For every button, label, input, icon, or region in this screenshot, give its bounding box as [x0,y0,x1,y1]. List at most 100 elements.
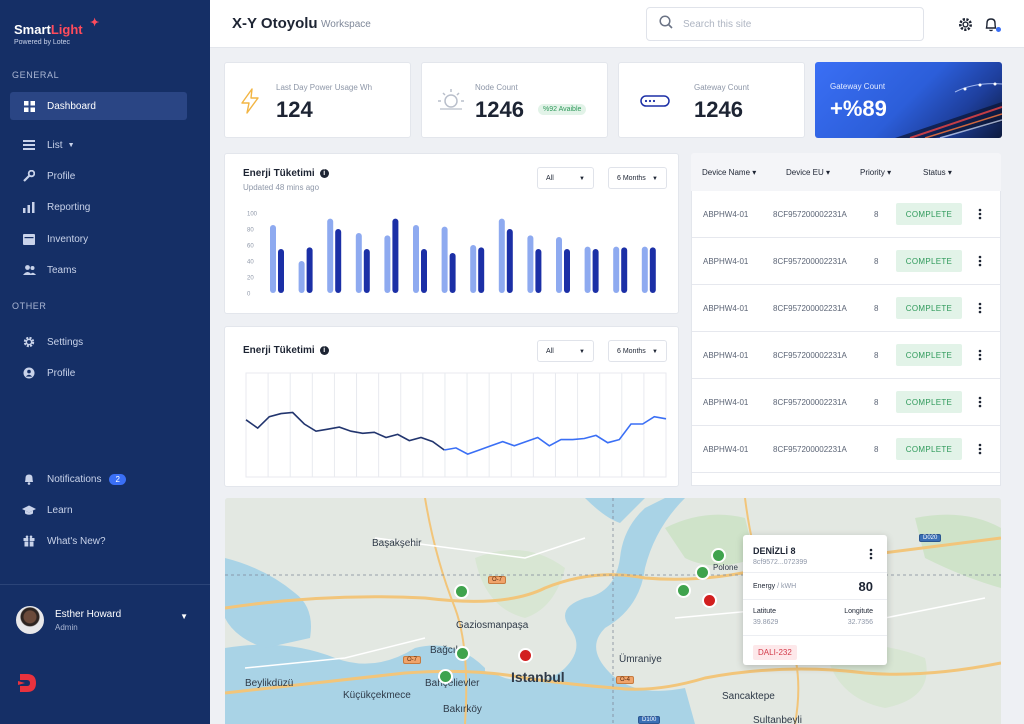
cell-device-name: ABPHW4-01 [703,351,749,360]
cell-priority: 8 [874,398,879,407]
map-place-label: Bağcılar [430,645,467,656]
graduation-cap-icon [22,503,36,517]
cell-device-name: ABPHW4-01 [703,398,749,407]
stat-label: Gateway Count [694,83,750,92]
section-other: OTHER [12,301,47,311]
search-input[interactable] [683,18,893,30]
table-row[interactable]: ABPHW4-01 8CF957200002231A 8 COMPLETE [692,285,1000,332]
device-map[interactable]: Başakşehir Gaziosmanpaşa Bağcılar Bahçel… [225,498,1001,724]
spark-icon: ✦ [90,17,100,29]
map-marker-active[interactable] [455,646,470,661]
col-status[interactable]: Status ▾ [923,168,952,177]
user-profile-menu[interactable]: Esther Howard Admin ▼ [16,606,196,634]
notification-dot [996,27,1001,32]
map-marker-active[interactable] [438,669,453,684]
bar-series-a [298,261,305,293]
map-marker-active[interactable] [454,584,469,599]
sidebar-item-label: Profile [47,170,76,182]
filter-period-select[interactable]: 6 Months ▼ [608,340,667,362]
chevron-down-icon: ▼ [67,141,75,149]
cell-device-eu: 8CF957200002231A [773,398,847,407]
stat-card-power: Last Day Power Usage Wh 124 [224,62,411,138]
row-menu-icon[interactable] [978,442,988,456]
bar-series-a [527,235,534,293]
bar-series-b [449,253,456,293]
bar-series-b [649,247,656,293]
table-row[interactable]: ABPHW4-01 8CF957200002231A 8 COMPLETE [692,238,1000,285]
map-marker-active[interactable] [676,583,691,598]
sidebar-item-settings[interactable]: Settings [10,328,187,356]
sidebar-item-notifications[interactable]: Notifications 2 [10,465,187,493]
sidebar-item-inventory[interactable]: Inventory [10,225,187,253]
cell-device-eu: 8CF957200002231A [773,257,847,266]
cell-device-name: ABPHW4-01 [703,257,749,266]
popup-lat-label: Latitute [753,608,776,615]
row-menu-icon[interactable] [978,348,988,362]
stat-value: 1246 [694,97,743,122]
line-series-segment [245,411,445,451]
energy-bar-chart-card: Enerji Tüketimi i Updated 48 mins ago All… [224,153,679,314]
row-menu-icon[interactable] [978,254,988,268]
chart-title: Enerji Tüketimi [243,345,315,356]
table-row[interactable]: ABPHW4-01 8CF957200002231A 8 COMPLETE [692,379,1000,426]
bell-icon [22,472,36,486]
table-row[interactable]: ABPHW4-01 8CF957200002231A 8 COMPLETE [692,332,1000,379]
notification-bell-icon[interactable] [982,15,1001,33]
chevron-down-icon: ▼ [652,349,658,355]
sidebar-item-label: Dashboard [47,100,96,112]
map-marker-fault[interactable] [518,648,533,663]
plot-frame [245,372,667,478]
status-badge: COMPLETE [896,203,962,225]
sidebar-item-dashboard[interactable]: Dashboard [10,92,187,120]
line-series-segment [444,415,667,455]
stat-value: 124 [276,97,313,122]
y-tick-label: 40 [247,260,254,266]
row-menu-icon[interactable] [978,395,988,409]
bar-series-b [421,249,427,293]
kebab-menu-icon[interactable] [869,547,875,560]
row-menu-icon[interactable] [978,301,988,315]
device-table: ABPHW4-01 8CF957200002231A 8 COMPLETE ABPHW4… [691,191,1001,486]
sidebar-item-learn[interactable]: Learn [10,496,187,524]
row-menu-icon[interactable] [978,207,988,221]
sidebar-item-label: Reporting [47,201,91,213]
stat-label: Gateway Count [830,82,886,91]
filter-all-select[interactable]: All ▼ [537,167,594,189]
map-marker-active[interactable] [695,565,710,580]
info-icon[interactable]: i [319,346,329,355]
info-icon[interactable]: i [319,169,329,178]
settings-gear-icon[interactable] [956,15,974,33]
list-icon [22,138,36,152]
map-place-label: Sultanbeyli [753,715,802,724]
col-device-name[interactable]: Device Name ▾ [702,168,757,177]
bar-series-a [584,246,591,293]
sidebar-item-teams[interactable]: Teams [10,256,187,284]
map-marker-active[interactable] [711,548,726,563]
map-place-label: Gaziosmanpaşa [456,620,529,631]
stat-value: 1246 [475,97,524,122]
sidebar-item-reporting[interactable]: Reporting [10,193,187,221]
chevron-down-icon: ▼ [579,176,585,182]
col-priority[interactable]: Priority ▾ [860,168,892,177]
filter-all-select[interactable]: All ▼ [537,340,594,362]
chevron-down-icon[interactable]: ▼ [180,612,188,621]
sidebar-item-profile-other[interactable]: Profile [10,359,187,387]
sidebar-item-list[interactable]: List ▼ [10,131,187,159]
popup-device-id: 8cf9572...072399 [753,559,808,566]
table-row[interactable]: ABPHW4-01 8CF957200002231A 8 COMPLETE [692,191,1000,238]
brand-name-part1: Smart [14,22,51,37]
bar-series-b [363,249,370,293]
user-name: Esther Howard [55,608,122,620]
map-place-label: Küçükçekmece [343,690,411,701]
brand-logo[interactable]: SmartLight ✦ Powered by Lotec [14,17,99,46]
chevron-down-icon: ▼ [579,349,585,355]
table-row[interactable]: ABPHW4-01 8CF957200002231A 8 COMPLETE [692,426,1000,473]
section-general: GENERAL [12,70,60,80]
filter-period-select[interactable]: 6 Months ▼ [608,167,667,189]
map-marker-fault[interactable] [702,593,717,608]
status-badge: COMPLETE [896,391,962,413]
sidebar-item-profile[interactable]: Profile [10,162,187,190]
search-box[interactable] [646,7,924,41]
sidebar-item-whats-new[interactable]: What's New? [10,527,187,555]
col-device-eu[interactable]: Device EU ▾ [786,168,831,177]
